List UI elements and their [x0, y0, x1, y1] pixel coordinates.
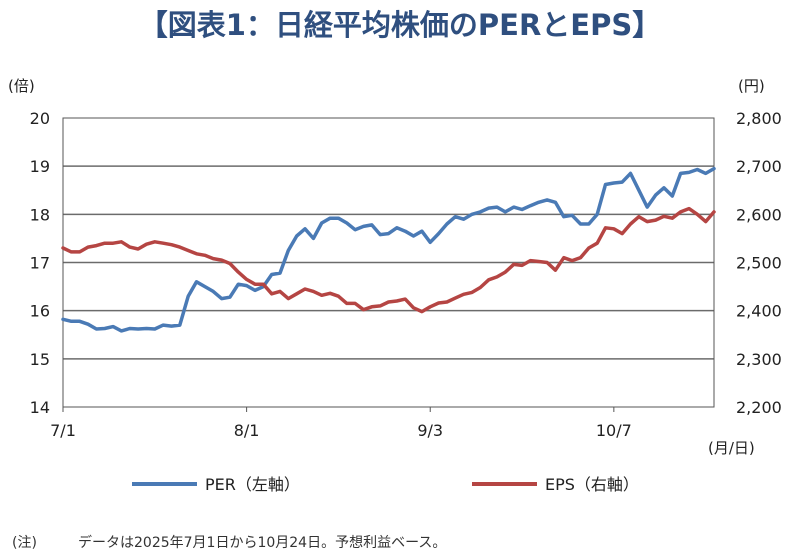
y-right-tick-label: 2,200 — [736, 398, 782, 417]
chart-title: 【図表1：日経平均株価のPERとEPS】 — [138, 8, 662, 42]
plot-frame — [62, 117, 715, 408]
y-right-tick-label: 2,700 — [736, 157, 782, 176]
series-line-per — [61, 166, 716, 333]
series-line-eps — [61, 206, 716, 314]
y-left-tick-label: 16 — [30, 302, 50, 321]
y-right-tick-label: 2,300 — [736, 350, 782, 369]
footnote: (注) データは2025年7月1日から10月24日。予想利益ベース。 — [12, 532, 446, 552]
y-right-tick-label: 2,500 — [736, 254, 782, 273]
legend-label-eps: EPS（右軸） — [545, 475, 639, 494]
y-right-unit-label: (円) — [738, 77, 765, 95]
x-tick-label: 9/3 — [417, 421, 443, 440]
y-left-unit-label: (倍) — [8, 77, 35, 95]
y-left-tick-label: 15 — [30, 350, 50, 369]
y-left-tick-label: 14 — [30, 398, 50, 417]
y-right-tick-label: 2,400 — [736, 302, 782, 321]
x-tick-label: 8/1 — [234, 421, 260, 440]
y-right-tick-label: 2,800 — [736, 109, 782, 128]
series-lines — [61, 166, 716, 333]
y-left-tick-label: 19 — [30, 157, 50, 176]
y-left-tick-label: 18 — [30, 205, 50, 224]
y-left-tick-label: 20 — [30, 109, 50, 128]
axis-ticks: 14 15 16 17 18 19 20 2,200 2,300 2,400 2,500 2,600 2… — [30, 109, 782, 440]
x-unit-label: (月/日) — [708, 439, 755, 457]
footnote-label: (注) — [12, 535, 37, 551]
legend-label-per: PER（左軸） — [205, 475, 300, 494]
y-right-tick-label: 2,600 — [736, 205, 782, 224]
x-tick-label: 7/1 — [50, 421, 76, 440]
footnote-text: データは2025年7月1日から10月24日。予想利益ベース。 — [78, 535, 447, 551]
y-left-tick-label: 17 — [30, 254, 50, 273]
gridlines — [63, 165, 714, 360]
x-tick-label: 10/7 — [596, 421, 632, 440]
legend: PER（左軸） EPS（右軸） — [132, 475, 639, 494]
